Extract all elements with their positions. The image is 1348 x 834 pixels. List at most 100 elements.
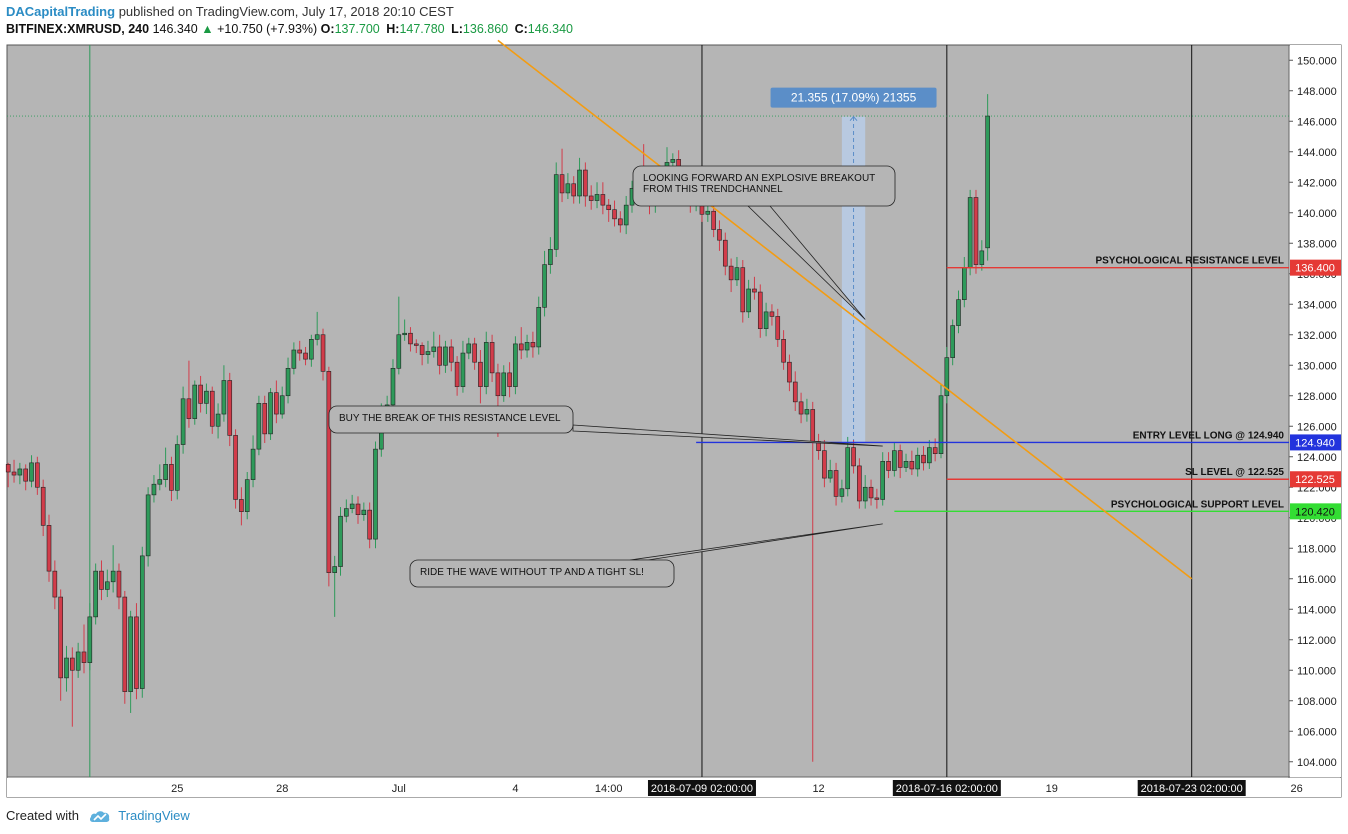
plot-area[interactable] bbox=[7, 45, 1289, 777]
candle[interactable] bbox=[571, 176, 577, 204]
candle[interactable] bbox=[513, 336, 518, 395]
candle[interactable] bbox=[110, 545, 116, 593]
candle[interactable] bbox=[174, 435, 180, 500]
candle[interactable] bbox=[344, 499, 349, 523]
candle[interactable] bbox=[437, 334, 442, 375]
candle[interactable] bbox=[956, 290, 961, 334]
candles[interactable] bbox=[5, 94, 990, 762]
candle[interactable] bbox=[23, 464, 28, 491]
candle[interactable] bbox=[845, 436, 851, 497]
candle[interactable] bbox=[332, 555, 337, 617]
candle[interactable] bbox=[413, 339, 419, 354]
ride-wave-callout[interactable]: RIDE THE WAVE WITHOUT TP AND A TIGHT SL! bbox=[409, 523, 883, 588]
candle[interactable] bbox=[256, 395, 262, 456]
candle[interactable] bbox=[752, 276, 757, 300]
candle[interactable] bbox=[950, 319, 955, 366]
candle[interactable] bbox=[857, 458, 862, 509]
candle[interactable] bbox=[443, 340, 448, 373]
candle[interactable] bbox=[367, 502, 372, 549]
candle[interactable] bbox=[157, 464, 163, 491]
candle[interactable] bbox=[705, 203, 711, 222]
candle[interactable] bbox=[542, 250, 547, 317]
candle[interactable] bbox=[460, 340, 466, 393]
candle[interactable] bbox=[408, 327, 413, 352]
candle[interactable] bbox=[903, 453, 909, 472]
candle[interactable] bbox=[396, 296, 402, 375]
candle[interactable] bbox=[530, 331, 536, 358]
candle[interactable] bbox=[58, 589, 63, 701]
candle[interactable] bbox=[588, 185, 594, 210]
candle[interactable] bbox=[787, 354, 792, 392]
candle[interactable] bbox=[746, 279, 751, 318]
explosive-breakout-callout[interactable]: LOOKING FORWARD AN EXPLOSIVE BREAKOUTFRO… bbox=[632, 165, 896, 320]
candle[interactable] bbox=[612, 200, 617, 227]
candle[interactable] bbox=[87, 603, 93, 671]
candle[interactable] bbox=[874, 488, 880, 509]
candle[interactable] bbox=[804, 398, 810, 422]
candle[interactable] bbox=[169, 456, 174, 501]
candle[interactable] bbox=[326, 366, 332, 587]
candle[interactable] bbox=[454, 356, 460, 396]
candle[interactable] bbox=[507, 362, 512, 398]
candle[interactable] bbox=[128, 610, 133, 713]
candle[interactable] bbox=[536, 296, 542, 355]
candle[interactable] bbox=[851, 439, 856, 474]
candle[interactable] bbox=[618, 211, 623, 233]
candle[interactable] bbox=[897, 444, 903, 479]
candle[interactable] bbox=[448, 339, 454, 372]
candle[interactable] bbox=[151, 475, 157, 503]
candle[interactable] bbox=[233, 429, 238, 509]
candle[interactable] bbox=[227, 372, 233, 447]
candle[interactable] bbox=[285, 357, 291, 404]
candle[interactable] bbox=[134, 603, 139, 700]
tradingview-logo-icon[interactable] bbox=[89, 810, 111, 824]
candle[interactable] bbox=[244, 472, 250, 520]
candle[interactable] bbox=[559, 148, 565, 203]
candle[interactable] bbox=[717, 220, 722, 251]
candle[interactable] bbox=[886, 452, 891, 479]
candle[interactable] bbox=[868, 479, 874, 506]
candle[interactable] bbox=[46, 514, 52, 582]
candle[interactable] bbox=[99, 560, 104, 601]
candle[interactable] bbox=[827, 459, 833, 483]
candle[interactable] bbox=[734, 256, 740, 286]
author-link[interactable]: DACapitalTrading bbox=[6, 4, 116, 19]
candle[interactable] bbox=[577, 157, 582, 204]
candle[interactable] bbox=[274, 380, 279, 424]
candle[interactable] bbox=[862, 475, 868, 509]
candle[interactable] bbox=[985, 94, 990, 261]
candle[interactable] bbox=[291, 342, 297, 375]
candle[interactable] bbox=[973, 189, 979, 274]
candle[interactable] bbox=[221, 365, 227, 422]
candle[interactable] bbox=[833, 462, 839, 506]
candle[interactable] bbox=[105, 569, 110, 598]
candle[interactable] bbox=[268, 388, 273, 440]
candle[interactable] bbox=[781, 330, 786, 370]
candle[interactable] bbox=[466, 337, 472, 360]
candle[interactable] bbox=[180, 386, 186, 454]
buy-break-callout[interactable]: BUY THE BREAK OF THIS RESISTANCE LEVEL bbox=[328, 405, 883, 447]
trendline[interactable] bbox=[497, 39, 1193, 580]
candle[interactable] bbox=[35, 456, 40, 495]
candle[interactable] bbox=[279, 386, 285, 419]
candle[interactable] bbox=[524, 334, 530, 358]
candle[interactable] bbox=[792, 371, 798, 411]
candle[interactable] bbox=[623, 195, 629, 235]
candle[interactable] bbox=[163, 447, 168, 488]
annotations[interactable]: LOOKING FORWARD AN EXPLOSIVE BREAKOUTFRO… bbox=[328, 165, 896, 588]
candle[interactable] bbox=[565, 173, 571, 200]
candle[interactable] bbox=[70, 647, 75, 727]
candle[interactable] bbox=[75, 642, 81, 678]
candle[interactable] bbox=[52, 560, 58, 610]
candle[interactable] bbox=[355, 496, 361, 524]
candle[interactable] bbox=[145, 487, 151, 567]
candle[interactable] bbox=[967, 189, 973, 276]
candle[interactable] bbox=[17, 462, 23, 485]
candle[interactable] bbox=[769, 304, 775, 326]
candle[interactable] bbox=[472, 337, 477, 370]
candle[interactable] bbox=[489, 334, 495, 383]
candle[interactable] bbox=[583, 162, 588, 207]
candle[interactable] bbox=[204, 383, 209, 415]
candle[interactable] bbox=[314, 311, 320, 346]
